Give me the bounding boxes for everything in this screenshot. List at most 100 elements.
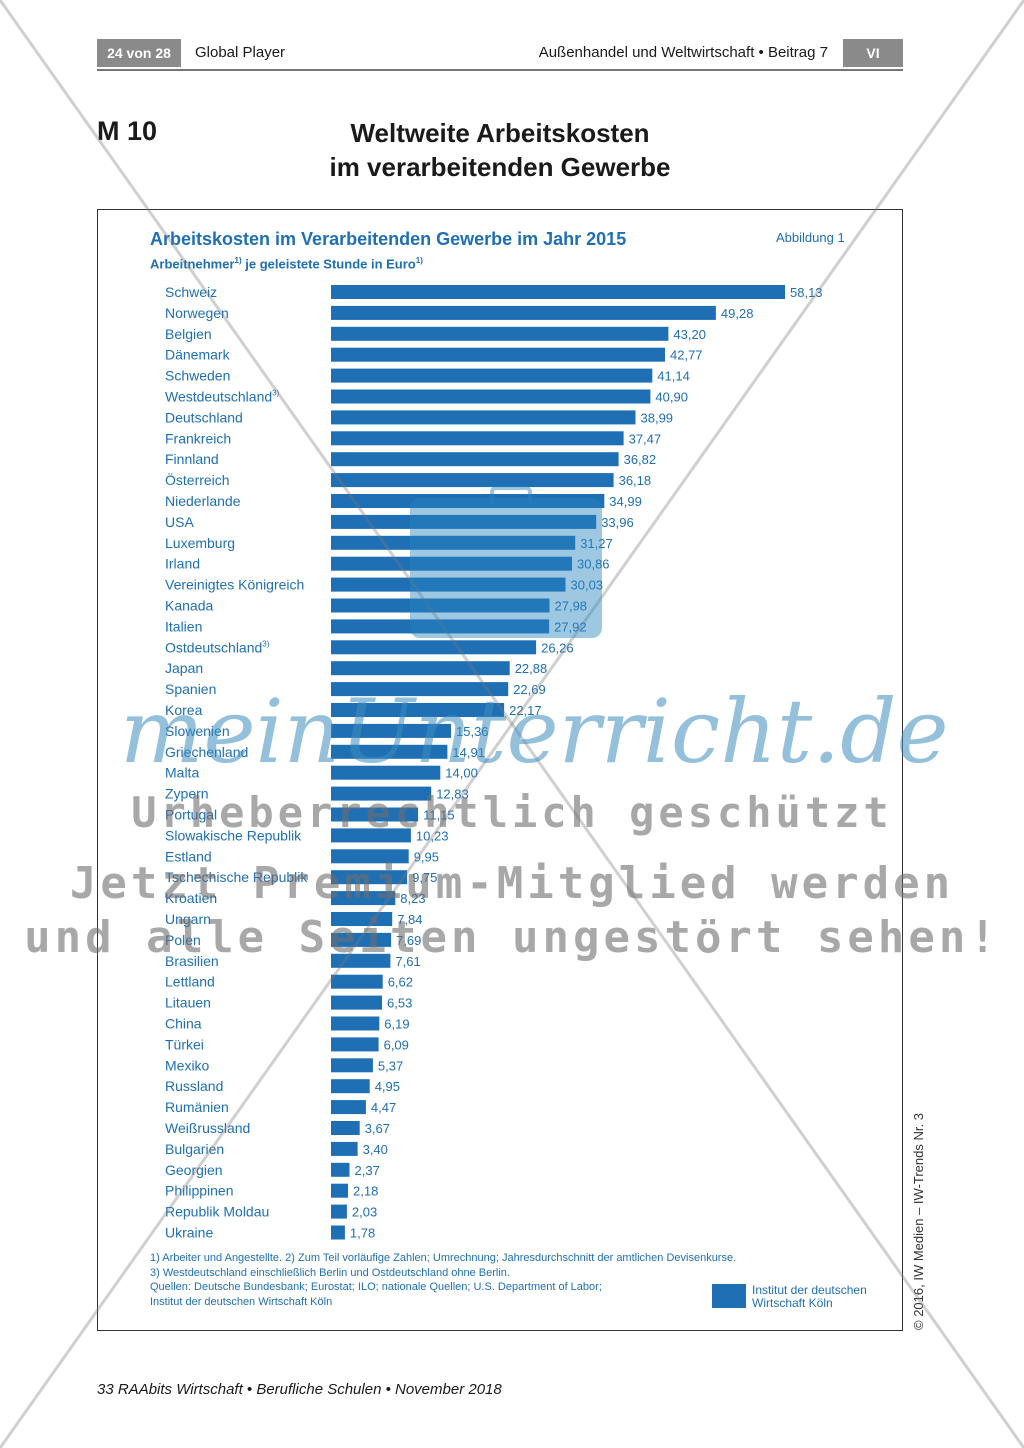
value-label: 36,18 xyxy=(619,473,652,488)
bar xyxy=(331,556,572,571)
value-label: 4,95 xyxy=(375,1079,400,1094)
chart-title: Arbeitskosten im Verarbeitenden Gewerbe … xyxy=(150,229,627,249)
bar xyxy=(331,1121,360,1135)
bar xyxy=(331,347,665,362)
category-label: Ungarn xyxy=(165,911,211,927)
bar xyxy=(331,368,653,383)
header-left-title: Global Player xyxy=(195,44,286,61)
bar xyxy=(331,661,510,676)
figure-label: Abbildung 1 xyxy=(776,230,845,245)
category-label: China xyxy=(165,1016,202,1032)
bar xyxy=(331,326,669,341)
watermark-brand: meinUnterricht.de xyxy=(120,680,949,783)
value-label: 6,53 xyxy=(387,996,412,1011)
value-label: 33,96 xyxy=(601,515,634,530)
category-label: Portugal xyxy=(165,807,217,823)
category-label: Lettland xyxy=(165,974,215,990)
watermark-line2: Jetzt Premium-Mitglied werden xyxy=(69,858,955,909)
page-title-line1: Weltweite Arbeitskosten xyxy=(350,118,650,148)
chart-subtitle-part2: je geleistete Stunde in Euro xyxy=(241,256,416,272)
footnote-line2: 3) Westdeutschland einschließlich Berlin… xyxy=(150,1266,510,1279)
category-label: Kroatien xyxy=(165,890,217,906)
value-label: 49,28 xyxy=(721,306,754,321)
value-label: 7,84 xyxy=(397,912,422,927)
bar xyxy=(331,891,396,906)
value-label: 27,98 xyxy=(555,599,588,614)
value-label: 10,23 xyxy=(416,828,449,843)
category-label: Zypern xyxy=(165,786,209,802)
value-label: 40,90 xyxy=(655,390,688,405)
value-label: 1,78 xyxy=(350,1226,375,1241)
category-label: Schweden xyxy=(165,368,230,384)
bar xyxy=(331,703,505,717)
bar xyxy=(331,807,419,822)
section-chip: VI xyxy=(843,39,903,67)
category-label: Republik Moldau xyxy=(165,1204,269,1220)
bar xyxy=(331,1037,379,1052)
watermark-bag-icon xyxy=(410,498,602,638)
page-title: Weltweite Arbeitskosten im verarbeitende… xyxy=(250,116,750,184)
value-label: 36,82 xyxy=(624,452,657,467)
value-label: 2,18 xyxy=(353,1184,378,1199)
iw-logo-line1: Institut der deutschen xyxy=(752,1283,867,1297)
value-label: 58,13 xyxy=(790,285,823,300)
category-label: Rumänien xyxy=(165,1099,229,1115)
bar xyxy=(331,1141,358,1156)
category-label: Brasilien xyxy=(165,953,219,969)
bar xyxy=(331,640,537,655)
chart-footnotes: 1) Arbeiter und Angestellte. 2) Zum Teil… xyxy=(150,1251,790,1309)
bar xyxy=(331,598,550,613)
value-label: 6,62 xyxy=(388,975,413,990)
category-label: Türkei xyxy=(165,1036,204,1052)
figure-frame xyxy=(97,209,903,1331)
bar xyxy=(331,305,716,320)
value-label: 2,03 xyxy=(352,1205,377,1220)
value-label: 22,17 xyxy=(509,703,542,718)
value-label: 6,09 xyxy=(384,1037,409,1052)
bar xyxy=(331,1183,348,1198)
bar xyxy=(331,849,409,864)
category-label: Niederlande xyxy=(165,493,241,509)
value-label: 15,36 xyxy=(456,724,489,739)
category-label: Bulgarien xyxy=(165,1141,224,1157)
category-label: Norwegen xyxy=(165,305,229,321)
category-label: Weißrussland xyxy=(165,1120,250,1136)
footnote-line1: 1) Arbeiter und Angestellte. 2) Zum Teil… xyxy=(150,1252,737,1264)
value-label: 38,99 xyxy=(641,410,674,425)
value-label: 30,86 xyxy=(577,557,610,572)
bar xyxy=(331,1079,370,1094)
bar xyxy=(331,786,432,801)
category-label: Estland xyxy=(165,848,212,864)
bar xyxy=(331,1204,347,1219)
value-label: 14,91 xyxy=(452,745,485,760)
watermark-bag-handle-icon xyxy=(490,486,532,504)
category-label: Malta xyxy=(165,765,199,781)
bar xyxy=(331,494,605,508)
bar xyxy=(331,514,597,529)
iw-logo-line2: Wirtschaft Köln xyxy=(752,1296,833,1310)
value-label: 9,75 xyxy=(412,870,437,885)
value-label: 26,26 xyxy=(541,640,574,655)
bar xyxy=(331,431,624,446)
bar xyxy=(331,1225,345,1240)
value-label: 34,99 xyxy=(609,494,642,509)
category-label: Finnland xyxy=(165,451,219,467)
watermark-line1: Urheberrechtlich geschützt xyxy=(131,788,893,837)
category-label: Kanada xyxy=(165,598,213,614)
bar xyxy=(331,723,451,738)
value-label: 3,40 xyxy=(363,1142,388,1157)
bar xyxy=(331,535,576,550)
category-label: Ukraine xyxy=(165,1225,213,1241)
bar xyxy=(331,1162,350,1177)
value-label: 31,27 xyxy=(580,536,613,551)
material-label: M 10 xyxy=(97,116,158,146)
bar xyxy=(331,285,785,299)
value-label: 42,77 xyxy=(670,348,703,363)
value-label: 37,47 xyxy=(629,431,662,446)
category-label: Japan xyxy=(165,660,203,676)
bar xyxy=(331,974,383,989)
category-label: Italien xyxy=(165,618,202,634)
category-label: Spanien xyxy=(165,681,216,697)
value-label: 12,83 xyxy=(436,787,469,802)
